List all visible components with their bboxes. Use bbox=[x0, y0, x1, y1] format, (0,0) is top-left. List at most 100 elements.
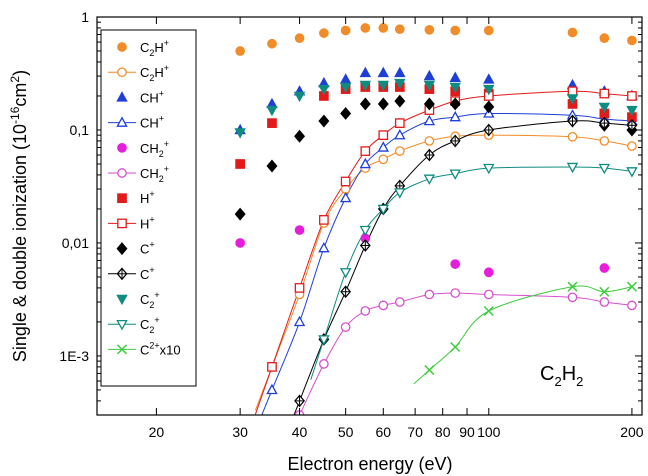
data-point bbox=[483, 84, 495, 96]
data-point bbox=[266, 159, 278, 173]
x-tick-label: 80 bbox=[435, 424, 451, 440]
x-tick-label: 30 bbox=[232, 424, 248, 440]
data-point bbox=[319, 215, 329, 225]
data-point bbox=[234, 207, 246, 221]
data-point bbox=[567, 281, 578, 292]
data-point bbox=[378, 130, 389, 140]
data-point bbox=[394, 24, 405, 35]
x-tick-label: 20 bbox=[149, 424, 165, 440]
series-line bbox=[299, 292, 632, 415]
legend-marker bbox=[117, 193, 127, 204]
data-point bbox=[359, 225, 372, 237]
data-point bbox=[394, 94, 406, 108]
data-point bbox=[627, 141, 637, 151]
data-point bbox=[359, 80, 372, 92]
data-point bbox=[599, 286, 610, 297]
data-point bbox=[318, 335, 330, 346]
data-point bbox=[234, 128, 246, 139]
legend-label: H+ bbox=[140, 189, 155, 206]
data-point bbox=[377, 204, 390, 216]
legend-label: CH2+ bbox=[140, 164, 169, 184]
data-point bbox=[566, 94, 579, 105]
data-point bbox=[423, 69, 436, 81]
legend: C2H+ C2H+ CH+ CH+ CH2+ CH2+ H+ H+ C+ C+ C2+ C2+ C2+x… bbox=[100, 29, 197, 387]
data-point bbox=[424, 365, 435, 376]
data-point bbox=[626, 281, 637, 292]
y-tick-label: 0,01 bbox=[62, 235, 89, 251]
data-point bbox=[599, 88, 610, 99]
data-point bbox=[567, 131, 578, 142]
data-point bbox=[423, 174, 436, 185]
data-point bbox=[394, 118, 405, 128]
data-point bbox=[449, 169, 461, 180]
data-point bbox=[598, 163, 611, 175]
legend-label: C2H+ bbox=[140, 38, 169, 58]
data-point bbox=[235, 46, 245, 56]
data-point bbox=[627, 91, 637, 101]
x-tick-label: 50 bbox=[338, 424, 354, 440]
x-tick-label: 40 bbox=[292, 424, 308, 440]
x-tick-label: 90 bbox=[459, 424, 475, 440]
data-point bbox=[627, 300, 637, 311]
legend-label: C2+x10 bbox=[140, 340, 181, 357]
data-point bbox=[599, 263, 610, 273]
legend-marker bbox=[117, 218, 127, 229]
y-tick-label: 1E-3 bbox=[59, 348, 89, 364]
data-point bbox=[483, 73, 495, 84]
data-point bbox=[424, 24, 435, 35]
series-markers bbox=[234, 23, 638, 415]
x-tick-label: 70 bbox=[407, 424, 423, 440]
data-point bbox=[360, 23, 371, 33]
data-point bbox=[340, 25, 351, 36]
legend-marker bbox=[116, 242, 128, 256]
data-point bbox=[294, 33, 305, 43]
legend-marker bbox=[116, 267, 128, 281]
data-point bbox=[378, 154, 389, 165]
data-point bbox=[449, 110, 461, 122]
legend-marker bbox=[117, 142, 127, 153]
legend-label: CH+ bbox=[140, 88, 164, 105]
data-point bbox=[626, 118, 638, 132]
legend-marker bbox=[117, 168, 127, 178]
data-point bbox=[483, 163, 495, 175]
data-point bbox=[450, 341, 461, 353]
data-point bbox=[266, 105, 278, 117]
series-line bbox=[310, 166, 632, 380]
data-point bbox=[483, 100, 495, 114]
legend-label: CH+ bbox=[140, 114, 164, 131]
data-point bbox=[377, 66, 390, 78]
data-point bbox=[294, 225, 305, 235]
data-point bbox=[339, 82, 352, 94]
data-point bbox=[340, 176, 351, 187]
legend-box bbox=[100, 29, 197, 387]
data-point bbox=[294, 129, 306, 143]
data-point bbox=[449, 71, 461, 82]
data-point bbox=[567, 86, 578, 97]
data-point bbox=[359, 97, 371, 111]
data-point bbox=[566, 162, 579, 174]
data-point bbox=[267, 118, 277, 128]
data-point bbox=[423, 97, 435, 111]
data-point bbox=[360, 306, 371, 316]
data-point bbox=[294, 283, 305, 293]
data-point bbox=[293, 315, 306, 327]
x-tick-label: 200 bbox=[620, 424, 644, 440]
legend-label: C2H+ bbox=[140, 63, 169, 83]
y-tick-label: 1 bbox=[81, 9, 89, 25]
data-point bbox=[423, 148, 435, 162]
data-point bbox=[450, 259, 461, 269]
series-lines bbox=[254, 90, 632, 415]
legend-marker bbox=[116, 91, 128, 102]
data-point bbox=[235, 159, 245, 169]
data-point bbox=[360, 146, 371, 156]
data-point bbox=[359, 66, 372, 78]
data-point bbox=[483, 267, 494, 278]
axis-ticks: 20 30 40 50 60 70 80 90 100 200 1E-3 0,01 0,1 1 bbox=[59, 9, 643, 440]
data-point bbox=[339, 191, 352, 203]
data-point bbox=[627, 35, 637, 46]
data-point bbox=[626, 167, 638, 178]
data-point bbox=[394, 146, 405, 156]
data-point bbox=[483, 25, 494, 36]
data-point bbox=[267, 38, 277, 49]
legend-label: C+ bbox=[140, 265, 155, 282]
